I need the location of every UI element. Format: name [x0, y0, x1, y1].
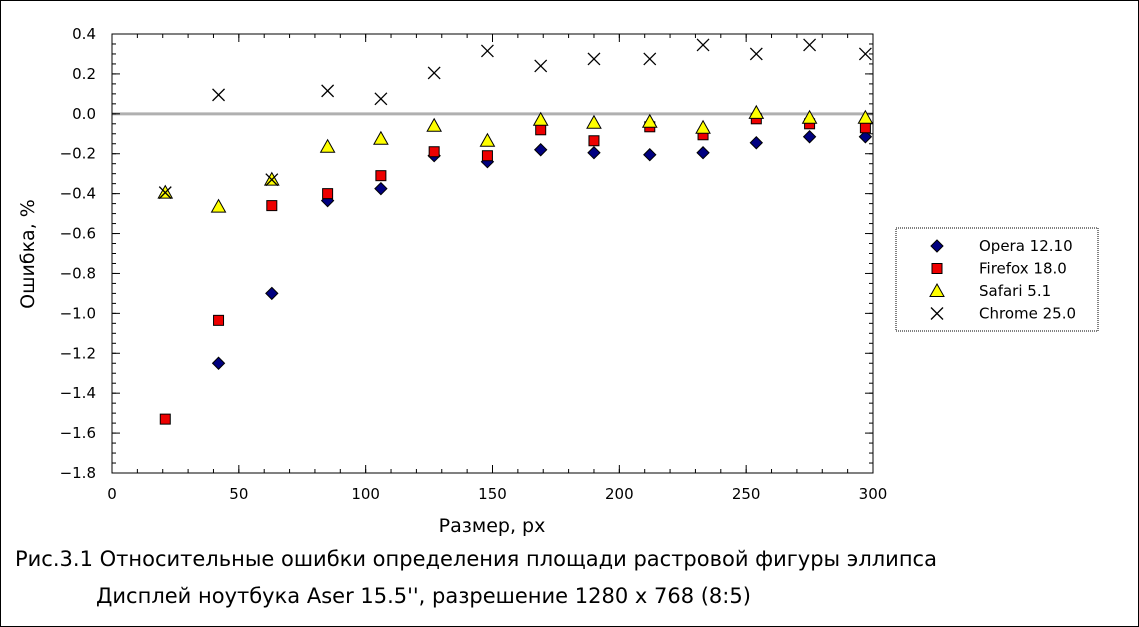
legend-box — [895, 227, 1099, 332]
legend-marker-chrome-25-0 — [930, 307, 944, 320]
x-tick-label: 150 — [478, 485, 507, 503]
legend-marker-opera-12-10 — [930, 239, 944, 253]
chrome-25-0-point — [265, 173, 279, 187]
y-tick-label: −0.4 — [60, 185, 96, 203]
safari-5-1-point — [532, 111, 549, 126]
chrome-25-0-point — [803, 38, 817, 52]
chrome-25-0-point — [212, 88, 225, 102]
opera-12-10-point — [265, 286, 279, 301]
firefox-18-0-point — [159, 413, 171, 425]
opera-12-10-point — [749, 136, 764, 150]
plot-area — [111, 33, 874, 474]
data-markers — [157, 38, 874, 425]
opera-12-10-point — [211, 356, 226, 370]
opera-12-10-point — [533, 143, 548, 157]
chrome-25-0-point — [374, 92, 388, 106]
safari-5-1-point — [857, 109, 874, 124]
opera-12-10-point — [374, 181, 388, 196]
axis-ticks: 0 50 100 150 200 250 300 −1.8 −1.6 −1.4 −1.2 −1.0 −0… — [60, 25, 888, 503]
chrome-25-0-point — [643, 52, 657, 66]
safari-5-1-point — [373, 130, 389, 145]
legend: Opera 12.10 Firefox 18.0 Safari 5.1 Chrome … — [895, 227, 1099, 332]
x-axis-label: Размер, px — [439, 515, 546, 537]
x-tick-label: 200 — [605, 485, 634, 503]
y-tick-label: −1.6 — [60, 424, 96, 442]
y-tick-label: −0.6 — [60, 225, 96, 243]
chrome-25-0-point — [427, 66, 441, 80]
x-tick-label: 0 — [107, 485, 117, 503]
safari-5-1-point — [748, 104, 765, 119]
safari-5-1-point — [586, 114, 602, 129]
firefox-18-0-point — [481, 150, 493, 162]
safari-5-1-point — [695, 119, 711, 134]
opera-12-10-point — [696, 146, 710, 160]
firefox-18-0-point — [213, 314, 225, 326]
chrome-25-0-point — [480, 44, 494, 58]
x-tick-label: 100 — [351, 485, 380, 503]
legend-label-firefox-18-0: Firefox 18.0 — [979, 260, 1067, 278]
y-tick-label: 0.0 — [72, 105, 96, 123]
scatter-chart: 0 50 100 150 200 250 300 −1.8 −1.6 −1.4 −1.2 −1.0 −0… — [17, 25, 1099, 537]
legend-label-opera-12-10: Opera 12.10 — [979, 237, 1073, 255]
firefox-18-0-point — [375, 170, 387, 182]
y-tick-label: −1.4 — [60, 384, 96, 402]
y-tick-label: −1.8 — [60, 464, 96, 482]
y-axis-label: Ошибка, % — [17, 199, 39, 309]
opera-12-10-point — [643, 148, 657, 162]
chrome-25-0-point — [696, 38, 710, 52]
opera-12-10-point — [802, 130, 817, 144]
x-tick-label: 250 — [732, 485, 761, 503]
y-tick-label: −1.0 — [60, 304, 96, 322]
x-tick-label: 50 — [229, 485, 248, 503]
y-tick-label: −0.2 — [60, 145, 96, 163]
legend-label-chrome-25-0: Chrome 25.0 — [979, 305, 1076, 323]
y-tick-label: 0.2 — [72, 65, 96, 83]
safari-5-1-point — [319, 138, 336, 153]
opera-12-10-point — [587, 146, 601, 160]
chrome-25-0-point — [158, 186, 172, 200]
figure-subcaption: Дисплей ноутбука Aser 15.5'', разрешение… — [96, 584, 751, 608]
firefox-18-0-point — [859, 122, 871, 134]
safari-5-1-point — [641, 113, 658, 128]
y-tick-label: 0.4 — [72, 25, 96, 43]
chrome-25-0-point — [858, 47, 872, 61]
legend-marker-safari-5-1 — [929, 282, 945, 297]
firefox-18-0-point — [322, 188, 334, 200]
legend-label-safari-5-1: Safari 5.1 — [979, 282, 1051, 300]
legend-marker-firefox-18-0 — [931, 263, 943, 274]
chrome-25-0-point — [321, 84, 335, 98]
chrome-25-0-point — [587, 52, 601, 66]
y-tick-label: −1.2 — [60, 344, 96, 362]
safari-5-1-point — [801, 109, 818, 124]
firefox-18-0-point — [428, 146, 440, 158]
firefox-18-0-point — [588, 135, 600, 147]
safari-5-1-point — [426, 117, 443, 132]
figure-caption: Рис.3.1 Относительные ошибки определения… — [15, 547, 937, 571]
y-tick-label: −0.8 — [60, 264, 96, 282]
firefox-18-0-point — [535, 124, 547, 136]
chrome-25-0-point — [534, 59, 548, 73]
safari-5-1-point — [479, 132, 496, 147]
chrome-25-0-point — [749, 47, 763, 61]
safari-5-1-point — [210, 198, 227, 213]
firefox-18-0-point — [266, 200, 278, 212]
x-tick-label: 300 — [859, 485, 888, 503]
opera-12-10-point — [858, 130, 873, 144]
